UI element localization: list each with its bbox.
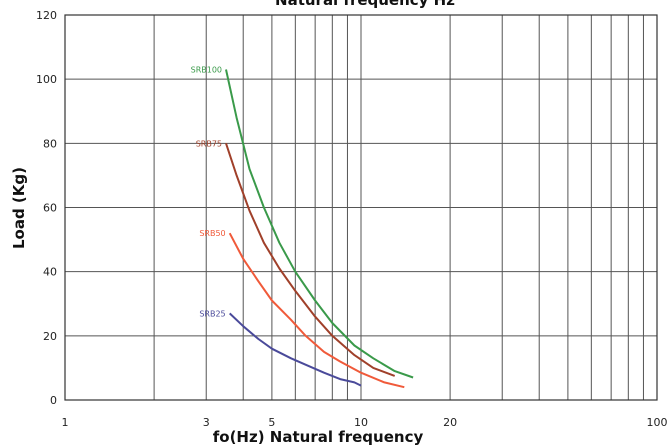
series-label-srb75: SRB75	[196, 139, 222, 148]
y-tick-label: 0	[50, 394, 57, 407]
chart-title: Natural frequency Hz	[275, 0, 455, 9]
plot-area-frame	[64, 14, 658, 401]
x-axis-title: fo(Hz) Natural frequency	[213, 428, 424, 446]
y-tick-label: 80	[43, 137, 57, 150]
series-line-srb100	[225, 69, 414, 379]
series-line-srb50	[228, 232, 405, 389]
series-label-srb100: SRB100	[191, 66, 222, 75]
x-tick-label: 5	[268, 416, 275, 429]
series-line-srb75	[225, 142, 396, 377]
y-tick-label: 40	[43, 266, 57, 279]
grid-lines	[65, 15, 657, 400]
x-tick-label: 3	[203, 416, 210, 429]
y-tick-label: 60	[43, 202, 57, 215]
series-line-srb25	[229, 312, 362, 387]
y-axis-title: Load (Kg)	[10, 167, 28, 249]
series-layer: SRB100 SRB75 SRB50 SRB25	[191, 66, 414, 389]
x-tick-label: 1	[62, 416, 69, 429]
y-tick-label: 120	[36, 9, 57, 22]
series-label-srb50: SRB50	[199, 229, 225, 238]
tick-labels: 0 20 40 60 80 100 120 1 3 5 10 20 100	[36, 9, 668, 429]
series-label-srb25: SRB25	[199, 309, 225, 318]
x-tick-label: 20	[443, 416, 457, 429]
x-tick-label: 100	[647, 416, 668, 429]
y-tick-label: 100	[36, 73, 57, 86]
y-tick-label: 20	[43, 330, 57, 343]
x-tick-label: 10	[354, 416, 368, 429]
